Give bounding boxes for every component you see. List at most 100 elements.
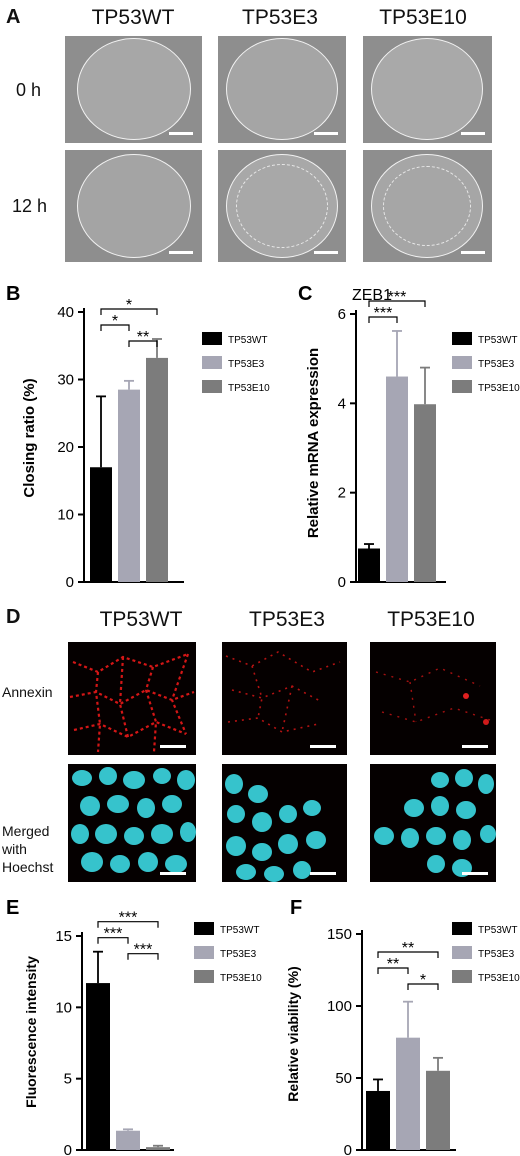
panel-d-row-merged: Merged with Hoechst [2,822,53,876]
chart-c: C ZEB1 Relative mRNA expression 0 2 4 6 ****… [298,283,520,591]
chart-c-letter: C [298,283,312,305]
chart-e-bracket-0 [97,937,129,944]
chart-c-legend-label-0: TP53WT [478,335,517,346]
chart-f-tick-label-0: 0 [344,1142,352,1156]
chart-c-bar-0 [358,548,380,582]
panel-d-row-merged-line3: Hoechst [2,859,54,875]
chart-e-bracket-2 [127,953,159,960]
chart-e-bar-2 [146,1147,170,1150]
chart-e-legend-swatch-0 [194,922,214,935]
chart-f-legend-label-0: TP53WT [478,925,517,936]
chart-f-ylabel: Relative viability (%) [285,966,301,1101]
chart-f-bracket-2 [407,983,439,990]
scratch-image-wt-0h [65,36,202,143]
chart-b-star-1: * [126,297,132,314]
chart-b-bracket-1 [100,308,158,315]
chart-c-bracket-1 [368,300,426,307]
panel-d-letter: D [6,606,21,628]
chart-e-bar-0 [86,983,110,1150]
chart-e-legend-label-1: TP53E3 [220,949,257,960]
chart-b-tick-label-1: 10 [57,507,74,524]
panel-d-row-merged-line1: Merged [2,823,50,839]
chart-f-legend-swatch-2 [452,970,472,983]
chart-e-star-1: *** [119,910,138,927]
chart-f-legend-label-2: TP53E10 [478,973,520,984]
chart-c-star-0: *** [374,305,393,322]
chart-f-bar-1 [396,1037,420,1150]
scratch-image-e3-12h [218,150,346,262]
annexin-network-e3 [225,651,341,733]
chart-e-tick-label-3: 15 [55,928,72,945]
chart-b-bar-0 [90,467,112,582]
chart-b-bar-1 [118,389,140,582]
chart-e-tick-label-0: 0 [64,1142,72,1156]
annexin-image-e10 [370,642,496,755]
chart-c-title: ZEB1 [352,287,392,304]
chart-e-tick-label-1: 5 [64,1071,72,1088]
annexin-image-wt [68,642,196,755]
chart-e-legend-swatch-1 [194,946,214,959]
chart-b-star-2: ** [137,329,149,346]
chart-f-star-2: * [420,972,426,989]
scratch-image-e3-0h [218,36,346,143]
chart-b-legend-label-1: TP53E3 [228,359,265,370]
merged-cells-e3 [225,774,326,882]
chart-f-legend-label-1: TP53E3 [478,949,515,960]
chart-f-bracket-1 [377,951,439,958]
chart-c-legend-swatch-2 [452,380,472,393]
chart-c-bar-2 [414,404,436,582]
chart-c-tick-label-3: 6 [338,306,346,323]
scratch-image-e10-0h [363,36,492,143]
panel-d-row-merged-line2: with [2,841,27,857]
panel-a-letter: A [6,6,21,28]
chart-f-bracket-0 [377,967,409,974]
chart-c-tick-label-2: 4 [338,395,346,412]
chart-c-tick-label-1: 2 [338,485,346,502]
chart-f-star-0: ** [387,956,399,973]
chart-b-star-0: * [112,313,118,330]
chart-b-letter: B [6,283,20,305]
scratch-image-wt-12h [65,150,202,262]
chart-b-bracket-0 [100,324,130,331]
chart-f-legend-swatch-0 [452,922,472,935]
chart-c-tick-label-0: 0 [338,574,346,591]
chart-b-legend-swatch-0 [202,332,222,345]
chart-f-bar-0 [366,1090,390,1150]
chart-b-legend-label-2: TP53E10 [228,383,270,394]
panel-d-col-e10: TP53E10 [387,608,475,631]
chart-c-bracket-0 [368,316,398,323]
annexin-image-e3 [222,642,347,755]
scratch-image-e10-12h [363,150,492,262]
panel-d-col-e3: TP53E3 [249,608,325,631]
chart-e-star-0: *** [104,926,123,943]
panel-d-col-wt: TP53WT [99,608,183,631]
merged-cells-wt [71,767,196,873]
chart-e-ylabel: Fluorescence intensity [23,956,39,1108]
chart-e-letter: E [6,897,19,919]
chart-c-legend-label-1: TP53E3 [478,359,515,370]
chart-b-tick-label-3: 30 [57,372,74,389]
merged-cells-e10 [374,769,496,877]
chart-f-star-1: ** [402,940,414,957]
panel-a-row-0h: 0 h [16,80,42,100]
chart-e-bracket-1 [97,921,159,928]
chart-f-tick-label-1: 50 [335,1070,352,1087]
chart-f-legend-swatch-1 [452,946,472,959]
chart-f-tick-label-3: 150 [327,926,352,943]
chart-b-bar-2 [146,357,168,582]
chart-e-star-2: *** [134,942,153,959]
chart-b-tick-label-2: 20 [57,439,74,456]
chart-b-tick-label-0: 0 [66,574,74,591]
panel-a-col-wt: TP53WT [91,6,175,29]
chart-b-legend-swatch-2 [202,380,222,393]
chart-c-legend-swatch-0 [452,332,472,345]
chart-b-ylabel: Closing ratio (%) [21,378,38,497]
annexin-network-e10 [375,667,491,725]
chart-c-ylabel: Relative mRNA expression [305,348,322,538]
chart-c-bar-1 [386,376,408,582]
chart-c-legend-label-2: TP53E10 [478,383,520,394]
chart-c-legend-swatch-1 [452,356,472,369]
merged-image-wt [68,764,196,882]
